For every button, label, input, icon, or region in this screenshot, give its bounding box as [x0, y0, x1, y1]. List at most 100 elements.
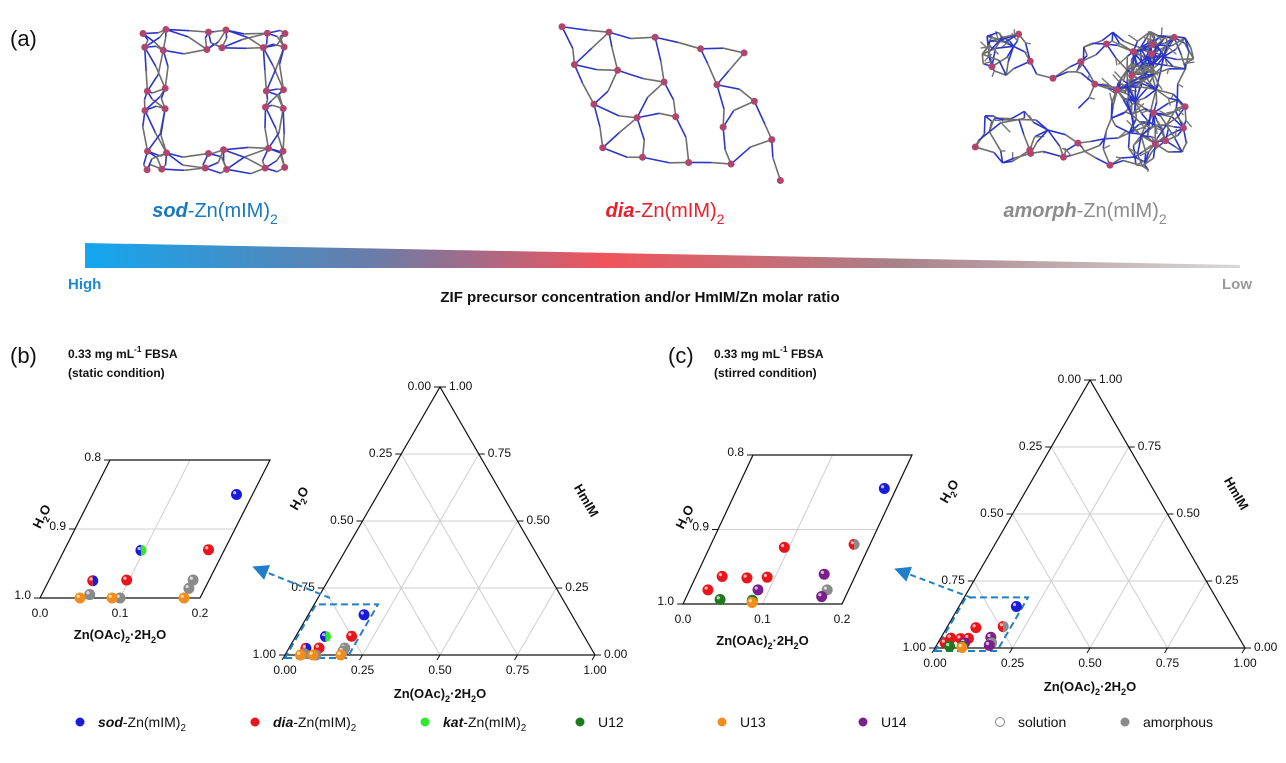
data-point-half	[320, 631, 325, 642]
gradient-low: Low	[1222, 276, 1252, 293]
panel-condition: (static condition)	[68, 366, 165, 380]
bond	[729, 53, 744, 71]
bond	[603, 148, 627, 158]
legend-label: U12	[598, 714, 624, 730]
text-part: ·2H	[1100, 679, 1121, 694]
bond	[996, 46, 1014, 48]
text-part: ·2H	[773, 633, 794, 648]
legend-marker	[251, 718, 260, 727]
zinc-atom	[639, 154, 646, 161]
zinc-atom	[163, 149, 170, 156]
data-point	[762, 572, 773, 583]
zinc-atom	[1148, 50, 1155, 57]
point-highlight	[705, 586, 708, 589]
bond	[637, 118, 644, 141]
zinc-atom	[1182, 103, 1189, 110]
zinc-atom	[162, 105, 169, 112]
tick-label: 0.75	[291, 580, 315, 594]
bond	[989, 41, 990, 45]
zinc-atom	[158, 166, 165, 173]
tick-label: 0.25	[351, 663, 375, 677]
zinc-atom	[605, 29, 612, 36]
bond	[686, 137, 689, 162]
bond	[1085, 151, 1096, 157]
zinc-atom	[728, 161, 735, 168]
data-point	[295, 650, 306, 661]
point-highlight	[190, 577, 193, 580]
point-highlight	[205, 546, 208, 549]
text-part: solution	[1018, 714, 1066, 730]
axis-title: HmIM	[1221, 474, 1252, 512]
data-point	[715, 594, 726, 605]
point-highlight	[987, 634, 990, 637]
data-point	[307, 650, 318, 661]
bond	[161, 109, 165, 135]
bond	[1116, 157, 1121, 158]
bond	[1131, 65, 1135, 66]
zinc-atom	[1091, 81, 1098, 88]
bond	[1102, 32, 1113, 40]
point-highlight	[297, 652, 300, 655]
zinc-atom	[205, 29, 212, 36]
text-part: amorphous	[1143, 714, 1213, 730]
zinc-atom	[140, 30, 147, 37]
structure-name: amorph-Zn(mIM)2	[1003, 200, 1167, 226]
zinc-atom	[768, 136, 775, 143]
tick-label: 0.25	[1001, 656, 1025, 670]
zinc-atom	[144, 88, 151, 95]
bond	[731, 147, 750, 164]
point-highlight	[1013, 603, 1016, 606]
bond	[1142, 114, 1150, 123]
tick-mark	[515, 655, 518, 660]
legend-label: U14	[881, 714, 907, 730]
point-highlight	[337, 652, 340, 655]
tick-label: 0.25	[1215, 573, 1239, 587]
text-part: 0.33 mg mL	[68, 347, 134, 361]
bond	[562, 27, 573, 49]
data-point	[702, 584, 713, 595]
bond	[1147, 170, 1148, 172]
legend-marker	[1121, 718, 1130, 727]
tick-label: 0.50	[1177, 506, 1201, 520]
bond	[773, 157, 781, 180]
tick-label: 0.2	[192, 606, 209, 620]
text-part: dia	[606, 200, 635, 222]
bond	[618, 70, 643, 78]
zinc-atom	[634, 114, 641, 121]
panel-condition: (stirred condition)	[714, 366, 817, 380]
data-point	[1011, 601, 1022, 612]
bond	[145, 111, 155, 133]
bond	[1014, 46, 1025, 51]
text-part: 2	[521, 723, 526, 734]
axis-title: H2O	[287, 484, 315, 514]
bond	[630, 37, 655, 38]
tick-label: 0.25	[565, 580, 589, 594]
bond	[1179, 37, 1185, 38]
legend-marker	[718, 718, 727, 727]
data-point	[816, 591, 827, 602]
axis-title: Zn(OAc)2·2H2O	[74, 627, 166, 645]
tick-label: 0.9	[49, 519, 66, 533]
point-highlight	[824, 586, 827, 589]
bond	[612, 47, 618, 70]
point-highlight	[316, 645, 319, 648]
bond	[1116, 126, 1130, 133]
text-part: O	[1126, 679, 1136, 694]
zinc-atom	[1162, 137, 1169, 144]
point-highlight	[322, 633, 325, 636]
tick-label: 0.50	[1078, 656, 1102, 670]
panel-note: 0.33 mg mL-1 FBSA	[68, 344, 178, 361]
zinc-atom	[202, 165, 209, 172]
structure-art	[559, 23, 784, 184]
tick-label: 0.75	[506, 663, 530, 677]
data-point	[84, 589, 95, 600]
point-highlight	[77, 595, 80, 598]
zinc-atom	[1130, 48, 1137, 55]
tick-label: 0.00	[1058, 372, 1082, 386]
point-highlight	[744, 575, 747, 578]
data-point-half	[849, 539, 855, 550]
point-highlight	[310, 652, 313, 655]
bond	[754, 101, 765, 124]
data-point	[335, 650, 346, 661]
